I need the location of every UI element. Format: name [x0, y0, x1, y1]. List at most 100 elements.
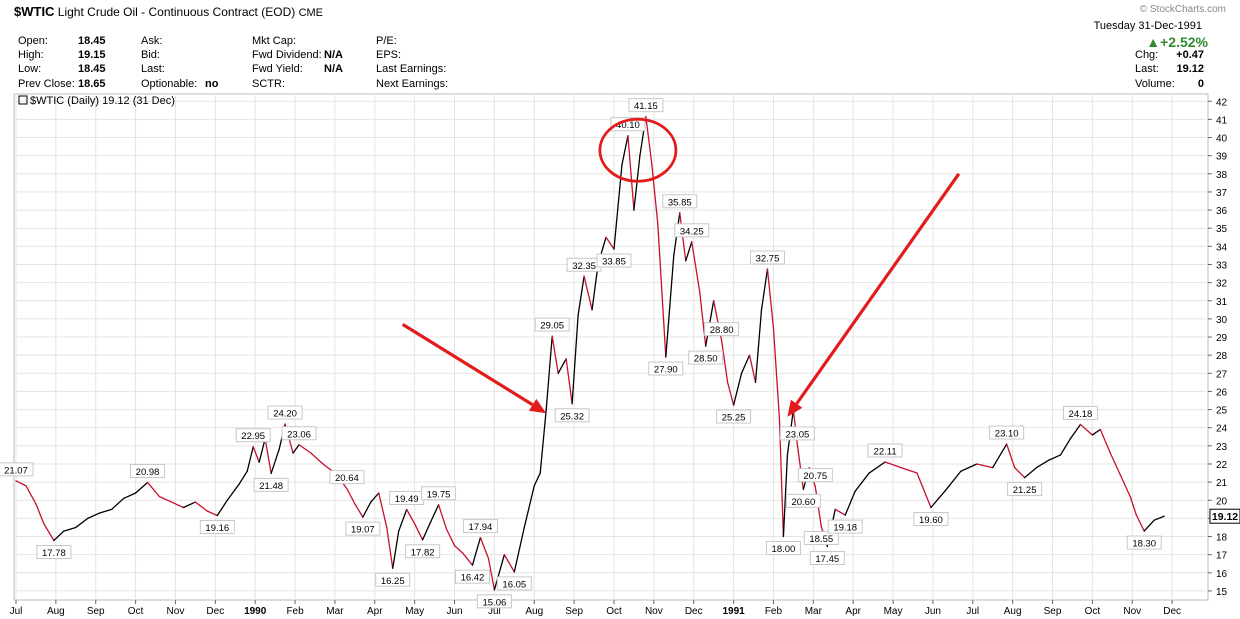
price-segment: [699, 291, 707, 347]
x-tick-label: Aug: [525, 606, 543, 617]
data-label-box: [749, 250, 785, 265]
x-tick-label: Mar: [805, 606, 823, 617]
data-label-box: [989, 425, 1025, 440]
data-label-box: [36, 545, 72, 560]
annotations: [401, 117, 961, 417]
exchange: CME: [298, 7, 324, 19]
price-segment: [533, 472, 541, 487]
price-segment: [1099, 428, 1111, 454]
price-segment: [513, 526, 525, 573]
data-label: 16.42: [461, 573, 485, 584]
y-tick-label: 35: [1216, 224, 1228, 235]
x-tick-label: Aug: [47, 606, 65, 617]
arrow-annotation-left-shaft: [401, 322, 534, 407]
prev-close-value: 18.65: [78, 78, 106, 90]
high-value: 19.15: [78, 49, 106, 61]
arrow-annotation-right-head: [787, 399, 803, 417]
price-segment: [182, 501, 197, 509]
volume-label: Volume:: [1135, 78, 1175, 90]
x-tick-label: Nov: [167, 606, 185, 617]
legend-swatch-icon: [18, 95, 28, 105]
price-segment: [557, 358, 567, 374]
axes: 1516171819202122232425262728293031323334…: [10, 97, 1228, 617]
price-segment: [1135, 514, 1145, 532]
price-segment: [1059, 437, 1072, 456]
price-segment: [782, 454, 789, 538]
y-tick-label: 21: [1216, 478, 1228, 489]
price-segment: [414, 523, 424, 541]
chart-title: $WTIC Light Crude Oil - Continuous Contr…: [14, 4, 323, 19]
data-label: 21.07: [4, 465, 28, 476]
price-segment: [252, 446, 260, 463]
data-label-box: [345, 521, 381, 536]
price-segment: [633, 155, 641, 211]
price-segment: [194, 501, 209, 512]
sctr-label: SCTR:: [252, 78, 285, 90]
price-segment: [900, 466, 918, 474]
eps-label: EPS:: [376, 49, 402, 61]
data-label-box: [496, 576, 532, 591]
y-tick-label: 41: [1216, 115, 1228, 126]
x-tick-label: Sep: [87, 606, 105, 617]
data-label: 20.60: [791, 497, 815, 508]
price-segment: [726, 381, 735, 406]
y-tick-label: 24: [1216, 424, 1228, 435]
price-segment: [264, 437, 272, 475]
x-tick-label: Feb: [286, 606, 304, 617]
y-tick-label: 30: [1216, 315, 1228, 326]
price-segment: [479, 536, 490, 559]
data-label: 24.18: [1069, 409, 1093, 420]
data-label-box: [421, 486, 457, 501]
data-label-box: [1126, 535, 1162, 550]
price-segment: [75, 517, 89, 529]
data-label-box: [1062, 405, 1098, 420]
y-tick-label: 23: [1216, 442, 1228, 453]
x-tick-label: May: [405, 606, 424, 617]
y-tick-label: 32: [1216, 279, 1228, 290]
price-segment: [796, 444, 805, 491]
y-tick-label: 28: [1216, 351, 1228, 362]
price-segment: [539, 408, 547, 474]
price-segment: [571, 314, 579, 405]
y-tick-label: 27: [1216, 369, 1228, 380]
price-segment: [437, 504, 448, 530]
data-label-box: [610, 117, 646, 132]
data-label: 35.85: [668, 197, 692, 208]
change-percent: ▲+2.52%: [1146, 34, 1208, 50]
price-segment: [740, 354, 751, 374]
price-segment: [310, 452, 324, 465]
data-label-box: [130, 463, 166, 478]
x-tick-label: Nov: [645, 606, 663, 617]
y-tick-label: 31: [1216, 297, 1228, 308]
price-segment: [651, 164, 659, 226]
data-label-box: [596, 253, 632, 268]
y-tick-label: 18: [1216, 533, 1228, 544]
data-label: 17.82: [411, 547, 435, 558]
data-label-box: [867, 443, 903, 458]
price-segment: [976, 463, 994, 469]
y-tick-label: 17: [1216, 551, 1228, 562]
highlight-circle: [598, 117, 678, 183]
price-segment: [471, 536, 482, 566]
optionable-label: Optionable:: [141, 78, 198, 90]
data-label: 17.94: [469, 522, 493, 533]
data-label-box: [662, 194, 698, 209]
low-label: Low:: [18, 63, 42, 75]
watermark: © StockCharts.com: [1139, 4, 1226, 15]
data-label: 21.25: [1013, 485, 1037, 496]
price-segment: [1119, 474, 1131, 498]
data-label: 15.06: [483, 597, 507, 608]
price-segment: [577, 275, 585, 316]
y-tick-label: 40: [1216, 134, 1228, 145]
data-label: 16.05: [502, 579, 526, 590]
price-segment: [246, 446, 254, 472]
data-label: 21.48: [259, 481, 283, 492]
x-tick-label: Jul: [966, 606, 979, 617]
price-segment: [916, 472, 932, 509]
chg-value: +0.47: [1176, 49, 1204, 61]
price-segment: [1079, 423, 1094, 436]
last-label-mid: Last:: [141, 63, 165, 75]
price-segment: [621, 135, 629, 166]
data-label-box: [462, 519, 498, 534]
data-label: 28.50: [694, 354, 718, 365]
